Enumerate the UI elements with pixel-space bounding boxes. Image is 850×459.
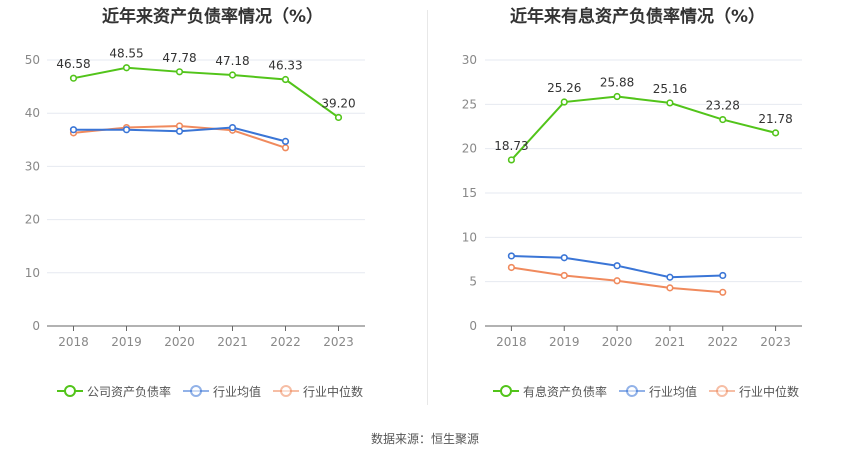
data-label: 39.20 <box>321 96 355 110</box>
y-tick-label: 50 <box>25 53 40 67</box>
data-point <box>175 127 184 135</box>
x-tick-label: 2019 <box>549 335 580 349</box>
legend-marker-icon <box>619 385 646 397</box>
data-point <box>560 98 568 106</box>
legend-marker-icon <box>493 385 519 397</box>
x-tick-label: 2018 <box>496 335 527 349</box>
legend-item[interactable]: 行业中位数 <box>709 383 799 400</box>
data-label: 47.78 <box>162 51 196 65</box>
y-tick-label: 15 <box>462 186 477 200</box>
legend-label: 行业中位数 <box>739 384 800 399</box>
y-tick-label: 0 <box>32 319 40 333</box>
data-point <box>719 288 727 296</box>
x-tick-label: 2020 <box>164 335 195 349</box>
legend-label: 行业均值 <box>213 384 262 399</box>
data-point <box>666 284 674 292</box>
legend-item[interactable]: 行业均值 <box>183 383 261 400</box>
data-source-note: 数据来源：恒生聚源 <box>370 432 479 446</box>
data-point <box>69 126 78 134</box>
data-point <box>281 137 290 145</box>
x-tick-label: 2020 <box>602 335 633 349</box>
legend-label: 有息资产负债率 <box>523 384 608 399</box>
data-point <box>228 123 237 132</box>
legend-marker-icon <box>273 385 300 397</box>
data-point <box>69 74 78 82</box>
x-tick-label: 2019 <box>111 335 142 349</box>
data-point <box>613 262 621 270</box>
data-point <box>666 99 674 107</box>
data-point <box>666 273 674 281</box>
right-chart-legend: 有息资产负债率 行业均值 行业中位数 <box>493 383 811 399</box>
left-line-chart: 0 10 20 30 40 50 2018 2019 2020 2021 2022 2023 46.58… <box>25 47 365 349</box>
data-point <box>771 129 780 137</box>
y-tick-label: 30 <box>462 53 477 67</box>
legend-label: 行业均值 <box>649 384 698 399</box>
data-label: 18.73 <box>494 139 528 153</box>
left-chart-legend: 公司资产负债率 行业均值 行业中位数 <box>57 383 375 399</box>
data-label: 46.33 <box>268 59 302 73</box>
left-chart-title: 近年来资产负债率情况（%） <box>101 7 324 27</box>
legend-marker-icon <box>709 385 736 397</box>
data-point <box>719 115 727 124</box>
y-tick-label: 25 <box>462 97 477 111</box>
data-label: 25.26 <box>547 81 581 95</box>
data-label: 25.88 <box>600 76 634 90</box>
data-point <box>507 263 516 272</box>
series-line <box>510 95 776 161</box>
data-label: 47.18 <box>215 54 249 68</box>
legend-item[interactable]: 有息资产负债率 <box>493 383 607 400</box>
x-tick-label: 2021 <box>217 335 248 349</box>
y-tick-label: 10 <box>25 266 40 280</box>
y-tick-label: 20 <box>25 213 40 227</box>
data-point <box>175 68 184 76</box>
data-point <box>507 156 516 164</box>
data-point <box>507 252 516 260</box>
data-label: 46.58 <box>56 57 90 71</box>
legend-marker-icon <box>57 385 83 397</box>
data-point <box>281 75 290 84</box>
legend-item[interactable]: 公司资产负债率 <box>57 383 171 400</box>
data-point <box>719 271 727 280</box>
y-tick-label: 5 <box>469 275 477 289</box>
x-tick-label: 2022 <box>707 335 738 349</box>
data-point <box>560 271 568 280</box>
legend-item[interactable]: 行业中位数 <box>273 383 363 400</box>
x-tick-label: 2022 <box>270 335 301 349</box>
legend-item[interactable]: 行业均值 <box>619 383 697 400</box>
data-point <box>613 277 621 285</box>
data-point <box>228 71 237 79</box>
data-label: 48.55 <box>109 47 143 61</box>
data-point <box>122 64 131 72</box>
data-point <box>122 126 131 134</box>
x-tick-label: 2021 <box>655 335 686 349</box>
y-tick-label: 30 <box>25 159 40 173</box>
x-tick-label: 2018 <box>58 335 89 349</box>
y-tick-label: 0 <box>469 319 477 333</box>
legend-marker-icon <box>183 385 210 397</box>
legend-label: 行业中位数 <box>303 384 364 399</box>
legend-label: 公司资产负债率 <box>87 384 172 399</box>
series-line <box>73 66 340 119</box>
y-tick-label: 10 <box>462 230 477 244</box>
x-tick-label: 2023 <box>760 335 791 349</box>
data-point <box>334 113 343 122</box>
data-point <box>560 254 568 262</box>
data-label: 23.28 <box>706 99 740 113</box>
chart-divider <box>427 10 428 405</box>
data-label: 21.78 <box>758 112 792 126</box>
right-chart-title: 近年来有息资产负债率情况（%） <box>509 7 766 27</box>
x-tick-label: 2023 <box>323 335 354 349</box>
y-tick-label: 40 <box>25 106 40 120</box>
data-point <box>613 92 621 101</box>
y-tick-label: 20 <box>462 142 477 156</box>
data-label: 25.16 <box>653 82 687 96</box>
